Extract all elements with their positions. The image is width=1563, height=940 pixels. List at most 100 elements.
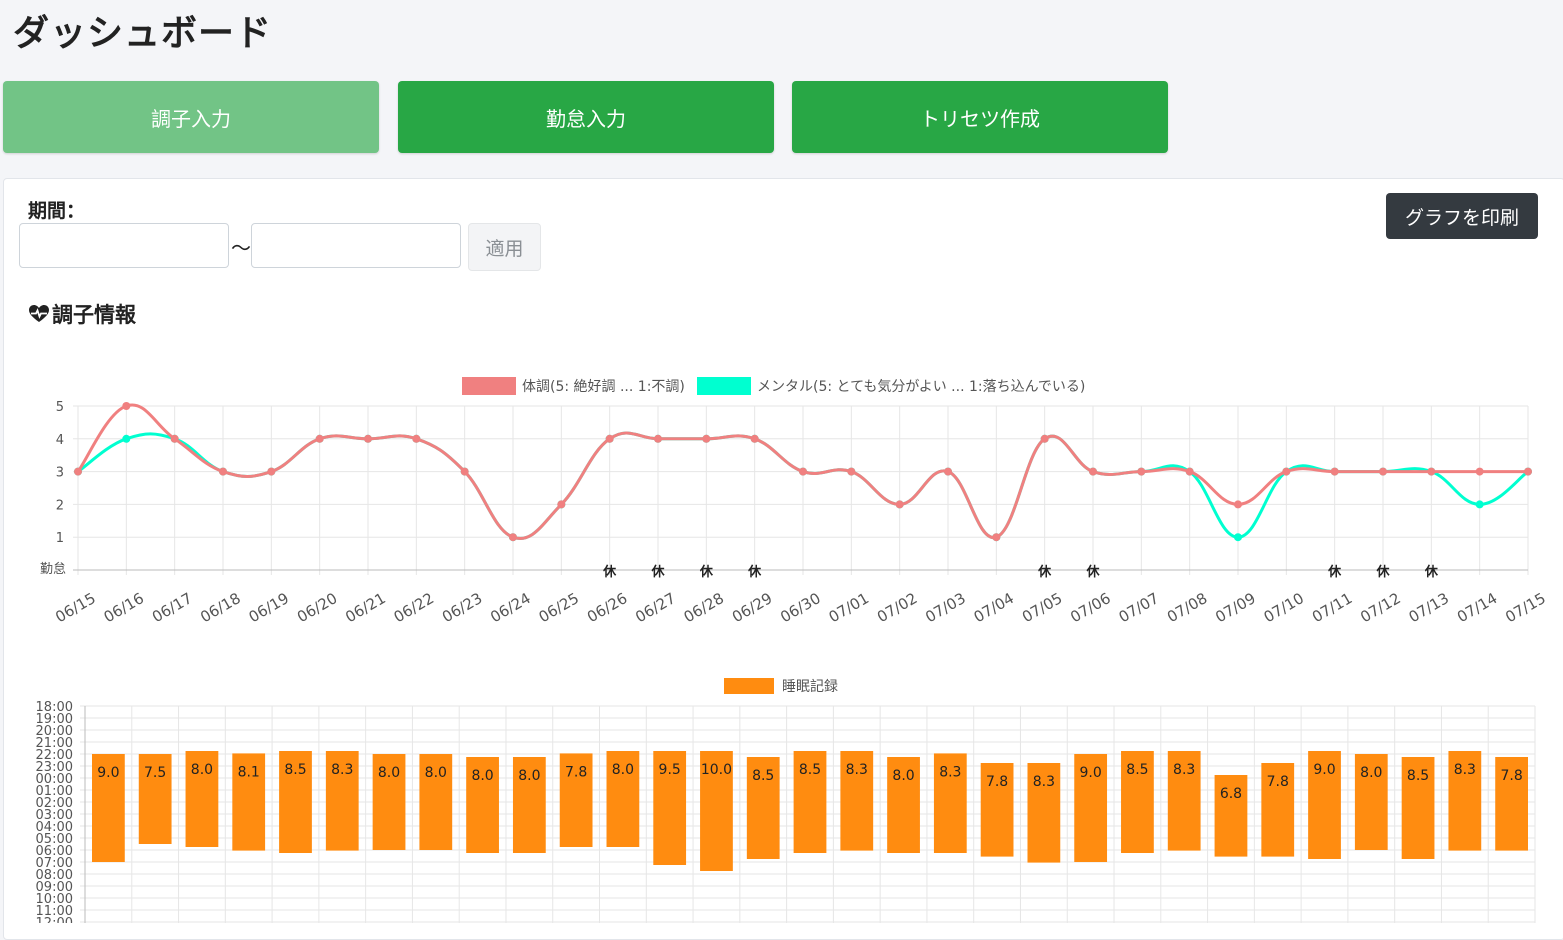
sleep-bar xyxy=(1354,754,1388,850)
attendance-mark: 休 xyxy=(699,564,714,580)
physical-point xyxy=(1234,500,1242,509)
x-tick-label: 07/02 xyxy=(874,589,920,625)
apply-button[interactable]: 適用 xyxy=(468,223,541,271)
sleep-bar xyxy=(1121,751,1154,853)
attendance-row-label: 勤怠 xyxy=(40,561,66,577)
legend-swatch-physical xyxy=(462,377,516,395)
sleep-bar xyxy=(185,751,219,847)
x-tick-label: 06/22 xyxy=(391,589,437,625)
sleep-bar xyxy=(1448,751,1482,851)
x-tick-label: 06/17 xyxy=(149,589,195,625)
physical-point xyxy=(122,402,131,410)
sleep-bar-label: 8.5 xyxy=(752,768,774,784)
print-graph-button[interactable]: グラフを印刷 xyxy=(1386,193,1538,239)
y-tick-label: 04:00 xyxy=(36,820,73,835)
sleep-bar-label: 7.8 xyxy=(1500,768,1522,784)
manual-create-button[interactable]: トリセツ作成 xyxy=(792,81,1168,153)
mental-point xyxy=(1475,500,1484,509)
physical-point xyxy=(992,533,1001,542)
x-tick-label: 06/23 xyxy=(439,589,485,625)
physical-point xyxy=(1282,467,1291,476)
section-title: 調子情報 xyxy=(28,299,136,329)
sleep-legend: 睡眠記録 xyxy=(724,678,838,695)
period-label: 期間： xyxy=(28,200,86,222)
sleep-bar-label: 6.8 xyxy=(1220,786,1242,802)
sleep-bar xyxy=(793,751,827,853)
y-tick-label: 02:00 xyxy=(36,796,73,811)
legend-label-sleep: 睡眠記録 xyxy=(782,678,838,695)
sleep-bar-label: 8.3 xyxy=(1454,762,1476,778)
sleep-bar-label: 8.5 xyxy=(1126,762,1148,778)
x-tick-label: 07/15 xyxy=(1502,589,1548,625)
x-tick-label: 07/12 xyxy=(1357,589,1403,625)
physical-point xyxy=(557,500,566,509)
condition-input-button[interactable]: 調子入力 xyxy=(3,81,379,153)
physical-point xyxy=(1185,467,1194,476)
sleep-bar xyxy=(325,751,359,851)
sleep-bar-label: 8.0 xyxy=(471,768,493,784)
end-date-input[interactable] xyxy=(251,223,461,268)
y-tick-label: 21:00 xyxy=(36,736,73,751)
x-tick-label: 06/20 xyxy=(294,589,340,625)
sleep-bar xyxy=(372,754,406,850)
legend-label-physical: 体調(5: 絶好調 ... 1:不調) xyxy=(522,379,685,395)
physical-point xyxy=(847,467,856,476)
y-tick-label: 11:00 xyxy=(36,904,73,919)
physical-point xyxy=(509,533,517,542)
sleep-bar xyxy=(559,753,593,847)
y-tick-label: 00:00 xyxy=(36,772,73,787)
y-tick-label: 20:00 xyxy=(36,724,73,739)
attendance-mark: 休 xyxy=(650,564,665,580)
x-tick-label: 06/19 xyxy=(246,589,292,625)
mental-point xyxy=(1234,533,1242,542)
x-tick-label: 07/01 xyxy=(826,589,872,625)
sleep-bar xyxy=(1214,775,1248,857)
sleep-bar xyxy=(92,754,125,862)
physical-point xyxy=(170,434,179,443)
physical-point xyxy=(1427,467,1436,476)
x-tick-label: 07/13 xyxy=(1406,589,1452,625)
sleep-bar xyxy=(1261,763,1295,857)
section-title-text: 調子情報 xyxy=(52,303,136,327)
physical-point xyxy=(1137,467,1146,476)
start-date-input[interactable] xyxy=(19,223,229,268)
condition-chart: 体調(5: 絶好調 ... 1:不調) メンタル(5: とても気分がよい ... … xyxy=(40,377,1549,625)
physical-point xyxy=(219,467,227,476)
legend-swatch-mental xyxy=(697,377,751,395)
y-tick-label: 03:00 xyxy=(36,808,73,823)
x-tick-label: 07/07 xyxy=(1116,589,1162,625)
x-tick-label: 07/10 xyxy=(1261,589,1307,625)
sleep-bar xyxy=(700,751,733,871)
attendance-mark: 休 xyxy=(1424,564,1439,580)
y-tick-label: 12:00 xyxy=(36,916,73,923)
sleep-bar-label: 9.0 xyxy=(1313,762,1335,778)
sleep-bar-label: 8.0 xyxy=(612,762,634,778)
sleep-bar xyxy=(653,751,687,865)
x-tick-label: 07/05 xyxy=(1019,589,1065,625)
y-tick-label: 07:00 xyxy=(36,856,73,871)
x-tick-label: 06/27 xyxy=(632,589,678,625)
sleep-chart: 睡眠記録18:0019:0020:0021:0022:0023:0000:000… xyxy=(36,678,1536,923)
sleep-bar-label: 7.5 xyxy=(144,765,166,781)
legend-label-mental: メンタル(5: とても気分がよい ... 1:落ち込んでいる) xyxy=(757,379,1085,395)
sleep-bar xyxy=(606,751,640,847)
y-tick-label: 10:00 xyxy=(36,892,73,907)
y-tick-label: 09:00 xyxy=(36,880,73,895)
heart-pulse-icon xyxy=(29,305,49,322)
y-tick-label: 23:00 xyxy=(36,760,73,775)
attendance-mark: 休 xyxy=(747,564,762,580)
legend-swatch-sleep xyxy=(724,678,774,694)
sleep-bar xyxy=(232,753,266,851)
physical-point xyxy=(1089,467,1097,476)
x-tick-label: 06/24 xyxy=(487,589,533,625)
physical-point xyxy=(702,434,711,443)
page-title: ダッシュボード xyxy=(13,13,273,54)
x-tick-label: 07/06 xyxy=(1067,589,1113,625)
sleep-bar-label: 8.1 xyxy=(238,764,260,780)
physical-point xyxy=(1379,467,1387,476)
y-tick-label: 3 xyxy=(56,466,64,481)
condition-legend: 体調(5: 絶好調 ... 1:不調) メンタル(5: とても気分がよい ... … xyxy=(462,377,1085,395)
sleep-bar-label: 9.0 xyxy=(97,765,119,781)
sleep-bar xyxy=(279,751,312,853)
attendance-input-button[interactable]: 勤怠入力 xyxy=(398,81,774,153)
